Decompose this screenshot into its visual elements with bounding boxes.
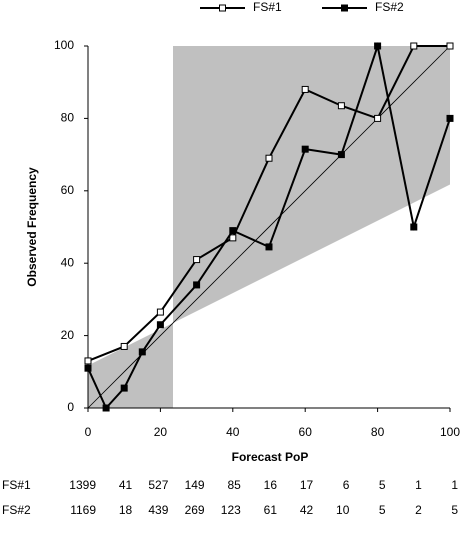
- point: [337, 151, 345, 159]
- point: [193, 256, 201, 264]
- legend-label: FS#2: [375, 0, 404, 14]
- table-row-label: FS#2: [2, 503, 31, 517]
- point: [229, 227, 237, 235]
- x-tick-label: 100: [440, 425, 460, 439]
- point: [84, 364, 92, 372]
- point: [193, 281, 201, 289]
- table-cell: 1: [415, 478, 422, 492]
- table-cell: 2: [415, 503, 422, 517]
- y-tick-label: 100: [54, 38, 74, 52]
- x-tick-label: 40: [226, 425, 240, 439]
- x-tick-label: 60: [299, 425, 313, 439]
- point: [301, 85, 309, 93]
- table-cell: 18: [119, 503, 133, 517]
- point: [374, 42, 382, 50]
- table-cell: 123: [221, 503, 241, 517]
- point: [138, 348, 146, 356]
- point: [301, 145, 309, 153]
- point: [446, 114, 454, 122]
- y-tick-label: 60: [61, 183, 75, 197]
- point: [156, 308, 164, 316]
- legend-label: FS#1: [253, 0, 282, 14]
- table-cell: 439: [148, 503, 168, 517]
- table-cell: 85: [227, 478, 241, 492]
- y-tick-label: 0: [67, 400, 74, 414]
- table-cell: 1: [451, 478, 458, 492]
- legend-marker: [219, 4, 226, 12]
- point: [102, 404, 110, 412]
- x-axis-label: Forecast PoP: [232, 450, 309, 464]
- table-cell: 6: [343, 478, 350, 492]
- table-cell: 5: [379, 503, 386, 517]
- table-cell: 42: [300, 503, 314, 517]
- point: [120, 384, 128, 392]
- table-cell: 269: [185, 503, 205, 517]
- table-cell: 5: [451, 503, 458, 517]
- table-cell: 1399: [69, 478, 96, 492]
- x-tick-label: 20: [154, 425, 168, 439]
- point: [337, 102, 345, 110]
- table-cell: 17: [300, 478, 314, 492]
- point: [265, 243, 273, 251]
- table-cell: 5: [379, 478, 386, 492]
- point: [229, 234, 237, 242]
- table-cell: 41: [119, 478, 133, 492]
- x-tick-label: 0: [85, 425, 92, 439]
- table-cell: 149: [185, 478, 205, 492]
- y-tick-label: 20: [61, 328, 75, 342]
- table-cell: 10: [336, 503, 350, 517]
- table-cell: 1169: [70, 503, 96, 517]
- y-tick-label: 40: [61, 255, 75, 269]
- point: [120, 342, 128, 350]
- x-tick-label: 80: [371, 425, 385, 439]
- table-row-label: FS#1: [2, 478, 31, 492]
- point: [410, 223, 418, 231]
- point: [265, 154, 273, 162]
- y-axis-label: Observed Frequency: [25, 167, 39, 287]
- point: [410, 42, 418, 50]
- point: [84, 357, 92, 365]
- table-cell: 61: [264, 503, 278, 517]
- point: [156, 321, 164, 329]
- y-tick-label: 80: [61, 111, 75, 125]
- point: [446, 42, 454, 50]
- table-cell: 527: [148, 478, 168, 492]
- point: [374, 114, 382, 122]
- table-cell: 16: [264, 478, 278, 492]
- legend-marker: [341, 4, 348, 12]
